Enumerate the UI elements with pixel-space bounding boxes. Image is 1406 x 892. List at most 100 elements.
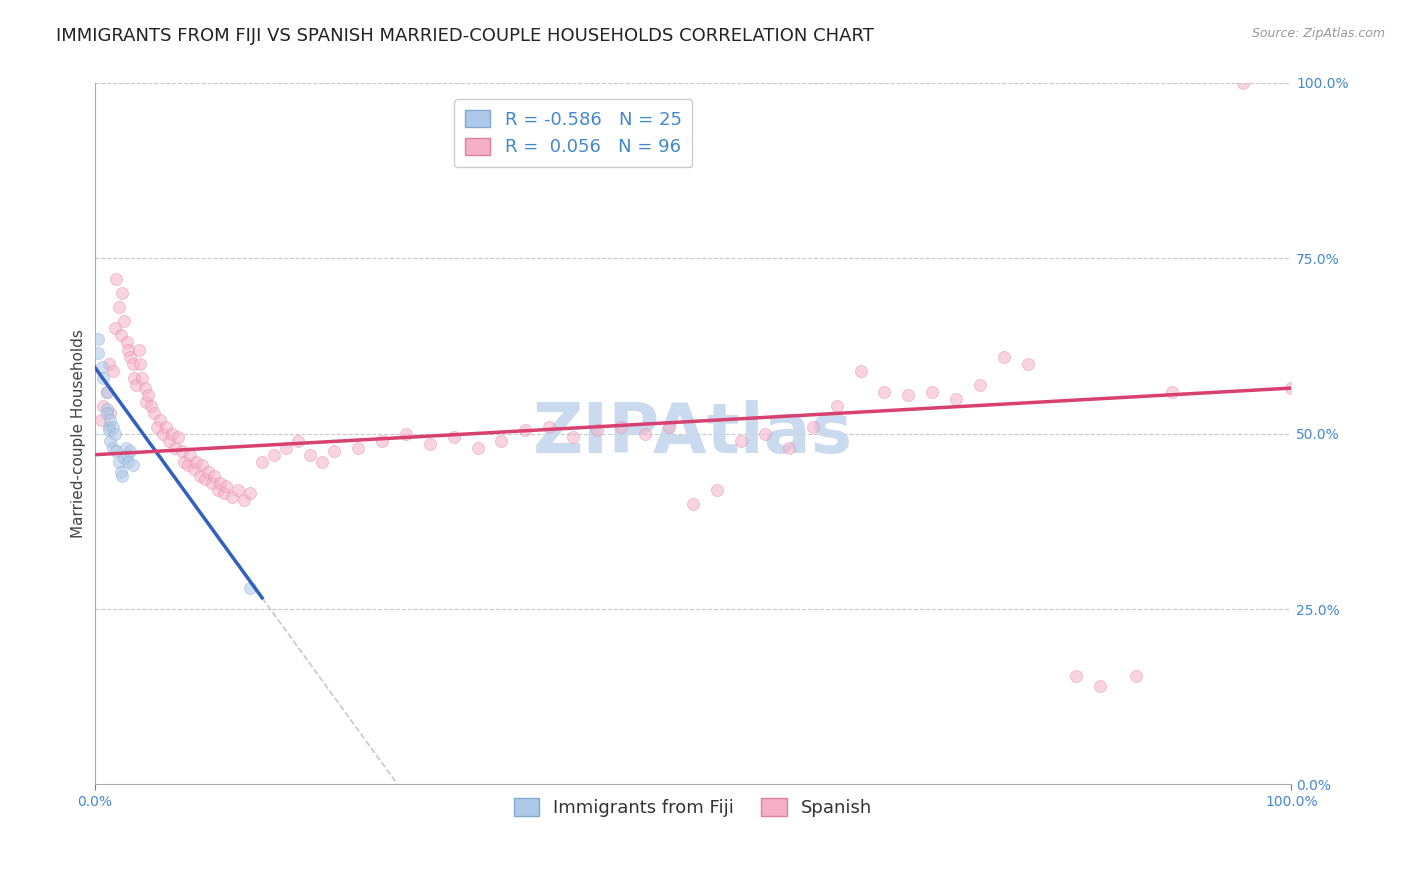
- Point: [610, 419, 633, 434]
- Point: [101, 363, 124, 377]
- Point: [215, 479, 238, 493]
- Point: [101, 441, 124, 455]
- Point: [97, 357, 120, 371]
- Point: [239, 581, 262, 595]
- Point: [233, 493, 256, 508]
- Point: [1160, 384, 1182, 399]
- Point: [139, 399, 162, 413]
- Point: [778, 441, 800, 455]
- Point: [163, 441, 186, 455]
- Point: [177, 458, 200, 473]
- Point: [562, 430, 585, 444]
- Point: [101, 419, 124, 434]
- Point: [114, 451, 136, 466]
- Point: [149, 412, 172, 426]
- Y-axis label: Married-couple Households: Married-couple Households: [72, 329, 86, 538]
- Point: [194, 472, 217, 486]
- Point: [515, 423, 537, 437]
- Point: [706, 483, 728, 497]
- Point: [96, 384, 118, 399]
- Point: [111, 286, 134, 301]
- Point: [91, 370, 114, 384]
- Point: [201, 475, 224, 490]
- Point: [1088, 679, 1111, 693]
- Text: ZIPAtlas: ZIPAtlas: [533, 401, 853, 467]
- Point: [682, 497, 704, 511]
- Point: [188, 468, 211, 483]
- Point: [395, 426, 418, 441]
- Legend: Immigrants from Fiji, Spanish: Immigrants from Fiji, Spanish: [506, 791, 880, 824]
- Point: [170, 444, 193, 458]
- Point: [114, 441, 136, 455]
- Point: [897, 388, 920, 402]
- Point: [122, 370, 145, 384]
- Point: [120, 444, 142, 458]
- Point: [221, 490, 243, 504]
- Point: [209, 475, 232, 490]
- Point: [90, 359, 112, 374]
- Point: [134, 381, 156, 395]
- Point: [98, 434, 121, 448]
- Point: [114, 314, 136, 328]
- Point: [117, 343, 139, 357]
- Point: [97, 419, 120, 434]
- Point: [90, 412, 112, 426]
- Point: [87, 346, 110, 360]
- Point: [135, 395, 157, 409]
- Point: [179, 448, 201, 462]
- Point: [754, 426, 776, 441]
- Point: [157, 434, 180, 448]
- Point: [96, 406, 118, 420]
- Point: [105, 444, 128, 458]
- Point: [1279, 381, 1302, 395]
- Point: [122, 458, 145, 473]
- Point: [921, 384, 943, 399]
- Point: [443, 430, 465, 444]
- Point: [801, 419, 824, 434]
- Point: [131, 370, 153, 384]
- Point: [323, 444, 346, 458]
- Point: [993, 350, 1015, 364]
- Point: [96, 402, 118, 417]
- Point: [730, 434, 752, 448]
- Point: [250, 455, 273, 469]
- Point: [658, 419, 681, 434]
- Point: [226, 483, 249, 497]
- Point: [212, 486, 235, 500]
- Point: [128, 343, 150, 357]
- Point: [197, 465, 219, 479]
- Point: [104, 426, 127, 441]
- Point: [1232, 76, 1254, 90]
- Point: [538, 419, 561, 434]
- Point: [849, 363, 872, 377]
- Point: [191, 458, 214, 473]
- Point: [825, 399, 848, 413]
- Point: [287, 434, 309, 448]
- Point: [143, 406, 166, 420]
- Point: [120, 350, 142, 364]
- Point: [274, 441, 297, 455]
- Point: [98, 406, 121, 420]
- Point: [117, 455, 139, 469]
- Point: [371, 434, 394, 448]
- Point: [111, 468, 134, 483]
- Point: [298, 448, 321, 462]
- Point: [634, 426, 657, 441]
- Point: [202, 468, 225, 483]
- Point: [115, 335, 138, 350]
- Point: [155, 419, 177, 434]
- Point: [1064, 669, 1087, 683]
- Point: [107, 301, 129, 315]
- Point: [347, 441, 370, 455]
- Point: [873, 384, 896, 399]
- Point: [146, 419, 169, 434]
- Point: [97, 423, 120, 437]
- Point: [183, 462, 205, 476]
- Point: [419, 437, 441, 451]
- Point: [162, 426, 184, 441]
- Point: [491, 434, 513, 448]
- Point: [239, 486, 262, 500]
- Point: [138, 388, 160, 402]
- Point: [91, 399, 114, 413]
- Point: [87, 332, 110, 346]
